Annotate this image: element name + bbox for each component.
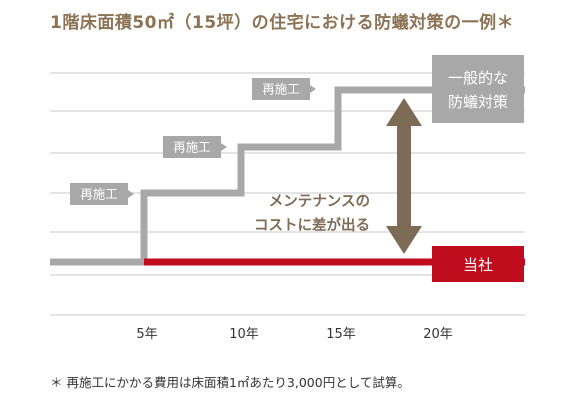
double-arrow-shape (386, 98, 422, 254)
company-series-label: 当社 (432, 246, 524, 282)
general-series-line (50, 86, 525, 266)
footnote: ＊ 再施工にかかる費用は床面積1㎡あたり3,000円として試算。 (50, 375, 410, 390)
reapplication-label-box (252, 78, 316, 100)
reapplication-label-text: 再施工 (80, 187, 118, 202)
general-series-label-text: 防蟻対策 (448, 93, 508, 111)
reapplication-label: 再施工 (252, 78, 316, 100)
general-series-label-box (432, 55, 524, 123)
company-series-label-box (432, 246, 524, 282)
reapplication-label: 再施工 (163, 136, 227, 158)
chart-title: 1階床面積50㎡（15坪）の住宅における防蟻対策の一例＊ (50, 13, 515, 33)
x-tick-label: 5年 (136, 327, 157, 342)
difference-text-line: コストに差が出る (254, 216, 370, 234)
company-series-label-text: 当社 (463, 256, 493, 274)
difference-arrow (386, 98, 422, 254)
x-tick-label: 10年 (229, 327, 259, 342)
general-series-label-text: 一般的な (448, 69, 508, 87)
reapplication-label: 再施工 (70, 183, 134, 205)
x-tick-label: 15年 (326, 327, 356, 342)
reapplication-label-box (163, 136, 227, 158)
reapplication-label-box (70, 183, 134, 205)
difference-text-line: メンテナンスの (269, 193, 370, 210)
x-tick-label: 20年 (423, 327, 453, 342)
x-axis-ticks: 5年 10年 15年 20年 (136, 327, 452, 342)
reapplication-label-text: 再施工 (173, 140, 211, 155)
reapplication-label-text: 再施工 (262, 82, 300, 97)
